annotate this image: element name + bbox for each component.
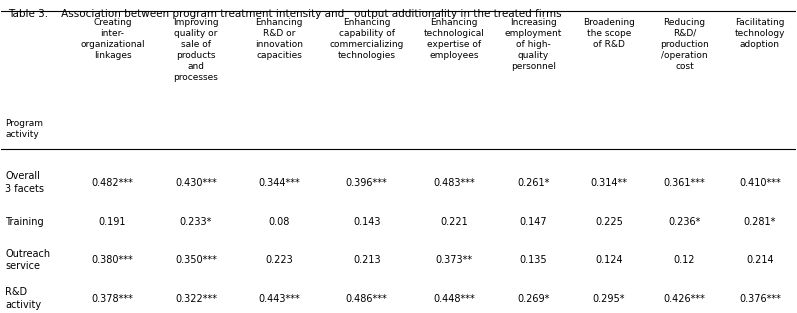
Text: 0.314**: 0.314** bbox=[591, 178, 627, 188]
Text: Increasing
employment
of high-
quality
personnel: Increasing employment of high- quality p… bbox=[505, 18, 562, 71]
Text: 0.124: 0.124 bbox=[595, 255, 622, 265]
Text: Enhancing
capability of
commercializing
technologies: Enhancing capability of commercializing … bbox=[329, 18, 404, 60]
Text: 0.344***: 0.344*** bbox=[258, 178, 300, 188]
Text: Program
activity: Program activity bbox=[6, 119, 43, 139]
Text: Improving
quality or
sale of
products
and
processes: Improving quality or sale of products an… bbox=[173, 18, 219, 82]
Text: 0.223: 0.223 bbox=[265, 255, 293, 265]
Text: 0.281*: 0.281* bbox=[744, 218, 776, 228]
Text: 0.191: 0.191 bbox=[99, 218, 127, 228]
Text: 0.135: 0.135 bbox=[520, 255, 548, 265]
Text: Broadening
the scope
of R&D: Broadening the scope of R&D bbox=[583, 18, 635, 49]
Text: 0.486***: 0.486*** bbox=[346, 294, 387, 304]
Text: 0.225: 0.225 bbox=[595, 218, 623, 228]
Text: 0.443***: 0.443*** bbox=[258, 294, 300, 304]
Text: 0.430***: 0.430*** bbox=[175, 178, 217, 188]
Text: 0.482***: 0.482*** bbox=[92, 178, 134, 188]
Text: 0.483***: 0.483*** bbox=[434, 178, 475, 188]
Text: Enhancing
technological
expertise of
employees: Enhancing technological expertise of emp… bbox=[424, 18, 485, 60]
Text: 0.361***: 0.361*** bbox=[664, 178, 705, 188]
Text: 0.410***: 0.410*** bbox=[739, 178, 781, 188]
Text: 0.214: 0.214 bbox=[746, 255, 774, 265]
Text: 0.261*: 0.261* bbox=[517, 178, 550, 188]
Text: 0.12: 0.12 bbox=[673, 255, 695, 265]
Text: 0.233*: 0.233* bbox=[180, 218, 212, 228]
Text: 0.236*: 0.236* bbox=[668, 218, 701, 228]
Text: 0.269*: 0.269* bbox=[517, 294, 550, 304]
Text: Table 3.    Association between program treatment intensity and   output additio: Table 3. Association between program tre… bbox=[8, 9, 562, 19]
Text: 0.378***: 0.378*** bbox=[92, 294, 134, 304]
Text: Reducing
R&D/
production
/operation
cost: Reducing R&D/ production /operation cost bbox=[660, 18, 709, 71]
Text: 0.396***: 0.396*** bbox=[346, 178, 387, 188]
Text: 0.380***: 0.380*** bbox=[92, 255, 133, 265]
Text: 0.350***: 0.350*** bbox=[175, 255, 217, 265]
Text: Creating
inter-
organizational
linkages: Creating inter- organizational linkages bbox=[80, 18, 145, 60]
Text: 0.147: 0.147 bbox=[520, 218, 548, 228]
Text: 0.373**: 0.373** bbox=[435, 255, 473, 265]
Text: 0.295*: 0.295* bbox=[593, 294, 625, 304]
Text: Outreach
service: Outreach service bbox=[6, 249, 50, 271]
Text: Facilitating
technology
adoption: Facilitating technology adoption bbox=[735, 18, 785, 49]
Text: 0.426***: 0.426*** bbox=[663, 294, 705, 304]
Text: Enhancing
R&D or
innovation
capacities: Enhancing R&D or innovation capacities bbox=[255, 18, 304, 60]
Text: R&D
activity: R&D activity bbox=[6, 287, 41, 310]
Text: Overall
3 facets: Overall 3 facets bbox=[6, 172, 45, 194]
Text: 0.376***: 0.376*** bbox=[739, 294, 781, 304]
Text: 0.322***: 0.322*** bbox=[175, 294, 217, 304]
Text: 0.448***: 0.448*** bbox=[434, 294, 475, 304]
Text: 0.143: 0.143 bbox=[353, 218, 380, 228]
Text: 0.221: 0.221 bbox=[440, 218, 468, 228]
Text: 0.213: 0.213 bbox=[353, 255, 380, 265]
Text: Training: Training bbox=[6, 218, 44, 228]
Text: 0.08: 0.08 bbox=[269, 218, 290, 228]
